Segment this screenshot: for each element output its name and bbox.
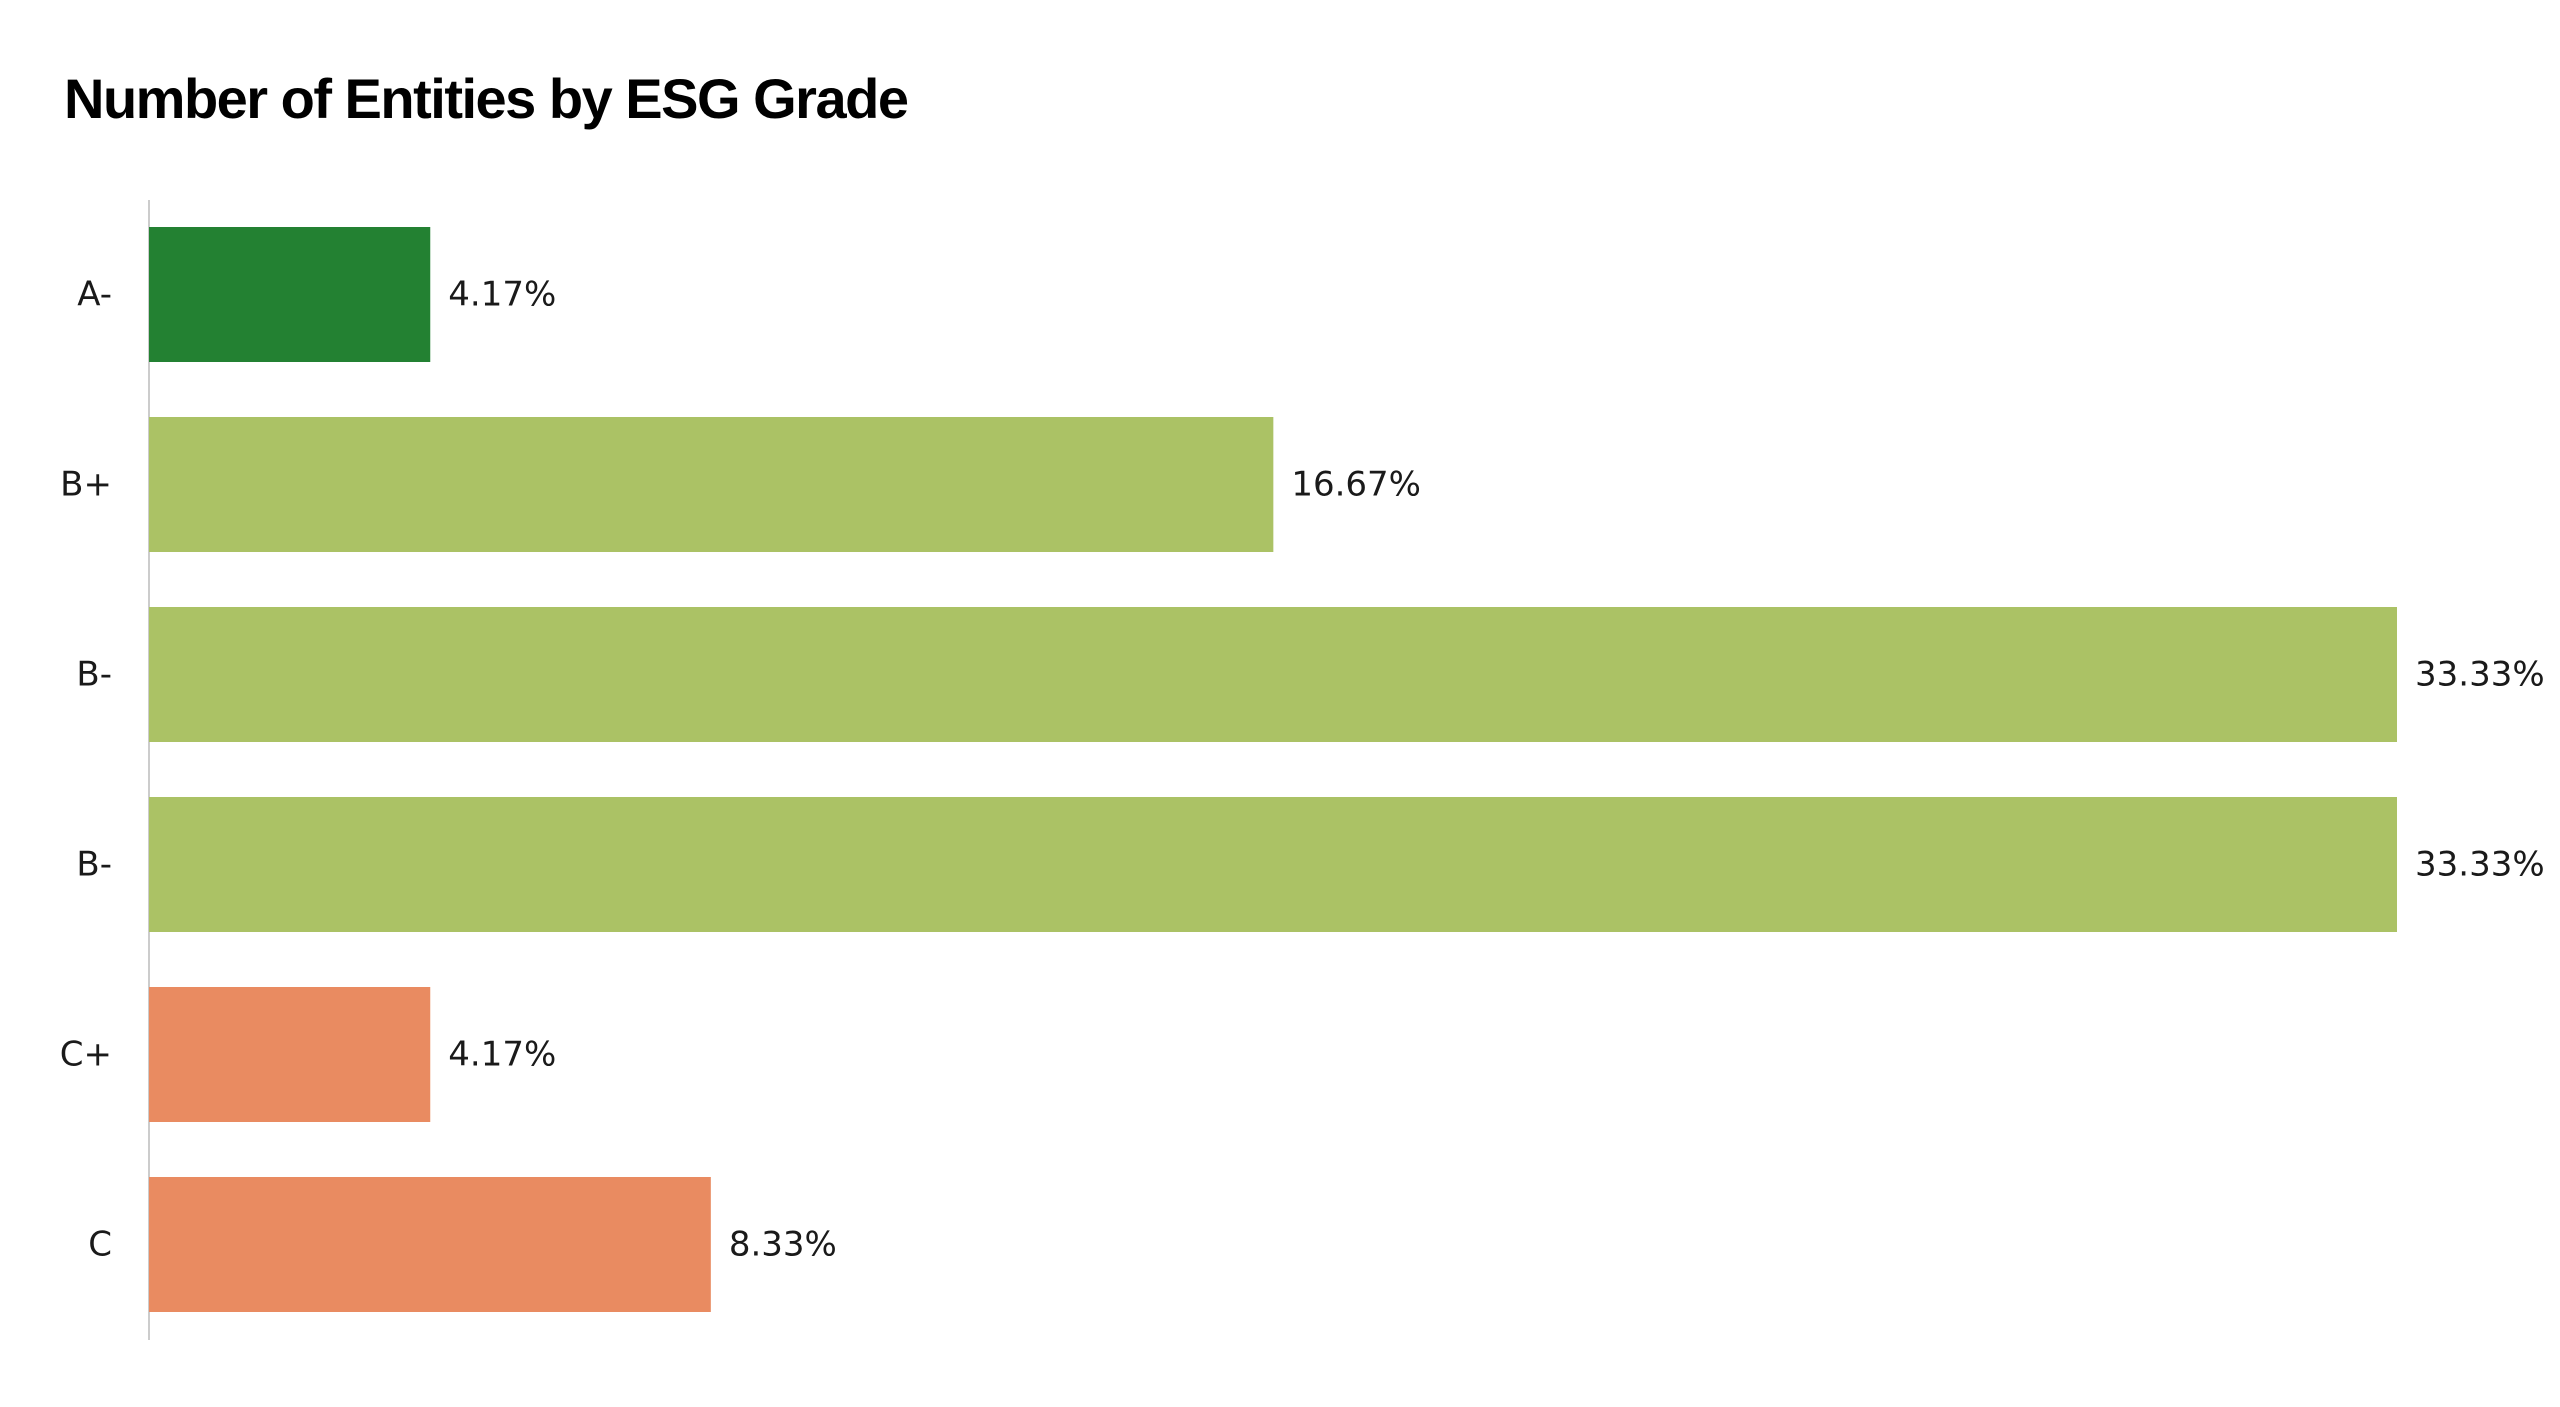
category-labels: A- B+ B- B- C+ C [60,275,112,1265]
category-label-5: C+ [60,1035,112,1075]
value-label-1: 4.17% [448,275,556,315]
bar-6 [149,1177,711,1312]
category-label-6: C [88,1225,112,1265]
category-label-2: B+ [60,465,112,505]
bar-4 [149,797,2397,932]
bar-1 [149,227,431,362]
bar-5 [149,987,431,1122]
category-label-4: B- [76,845,112,885]
category-label-3: B- [76,655,112,695]
chart-title: Number of Entities by ESG Grade [64,67,909,130]
value-labels: 4.17% 16.67% 33.33% 33.33% 4.17% 8.33% [448,275,2544,1265]
bars-group [149,227,2397,1312]
value-label-5: 4.17% [448,1035,556,1075]
value-label-3: 33.33% [2415,655,2545,695]
value-label-4: 33.33% [2415,845,2545,885]
category-label-1: A- [77,275,112,315]
bar-2 [149,417,1274,552]
bar-3 [149,607,2397,742]
value-label-2: 16.67% [1291,465,1421,505]
value-label-6: 8.33% [729,1225,837,1265]
